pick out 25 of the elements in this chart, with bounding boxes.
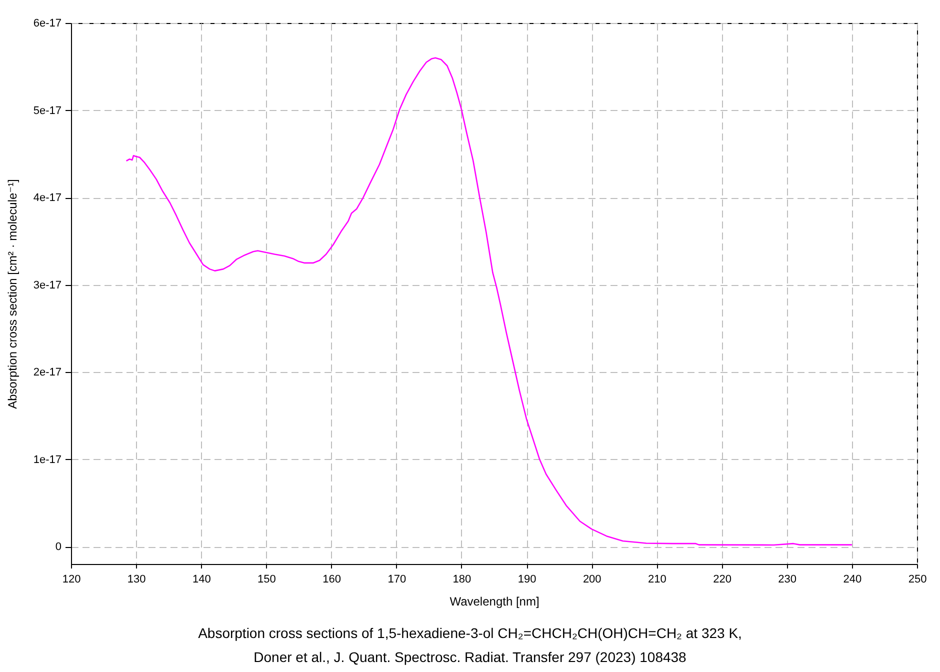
x-tick-label: 150 xyxy=(258,574,276,586)
y-tick-label: 4e-17 xyxy=(33,192,62,204)
x-tick-label: 140 xyxy=(192,574,211,586)
y-tick-label: 5e-17 xyxy=(33,104,62,117)
x-tick-label: 130 xyxy=(127,574,146,586)
y-tick-label: 1e-17 xyxy=(33,454,62,466)
x-tick-label: 190 xyxy=(518,574,536,586)
x-tick-label: 200 xyxy=(582,574,602,586)
y-axis-title: Absorption cross section [cm² · molecule⁻¹] xyxy=(5,179,20,409)
x-tick-label: 210 xyxy=(648,574,666,586)
y-tick-label: 0 xyxy=(55,541,62,554)
y-tick-label: 6e-17 xyxy=(33,18,62,30)
x-tick-label: 180 xyxy=(452,574,472,586)
y-tick-label: 3e-17 xyxy=(33,279,62,292)
x-axis-title: Wavelength [nm] xyxy=(450,594,540,608)
x-tick-label: 240 xyxy=(843,574,862,586)
x-tick-label: 120 xyxy=(62,574,81,586)
x-tick-label: 250 xyxy=(908,574,927,586)
text: Doner et al., J. Quant. Spectrosc. Radiat. Transfer 297 (2023) 108438 xyxy=(254,649,687,665)
x-tick-label: 220 xyxy=(713,574,732,586)
text: Absorption cross sections of 1,5-hexadiene-3-ol CH₂=CHCH₂CH(OH)CH=CH₂ at 323 K, xyxy=(198,625,742,641)
x-tick-label: 230 xyxy=(778,574,797,586)
x-tick-label: 170 xyxy=(388,574,406,586)
x-tick-label: 160 xyxy=(322,574,341,586)
y-tick-label: 2e-17 xyxy=(33,366,62,379)
